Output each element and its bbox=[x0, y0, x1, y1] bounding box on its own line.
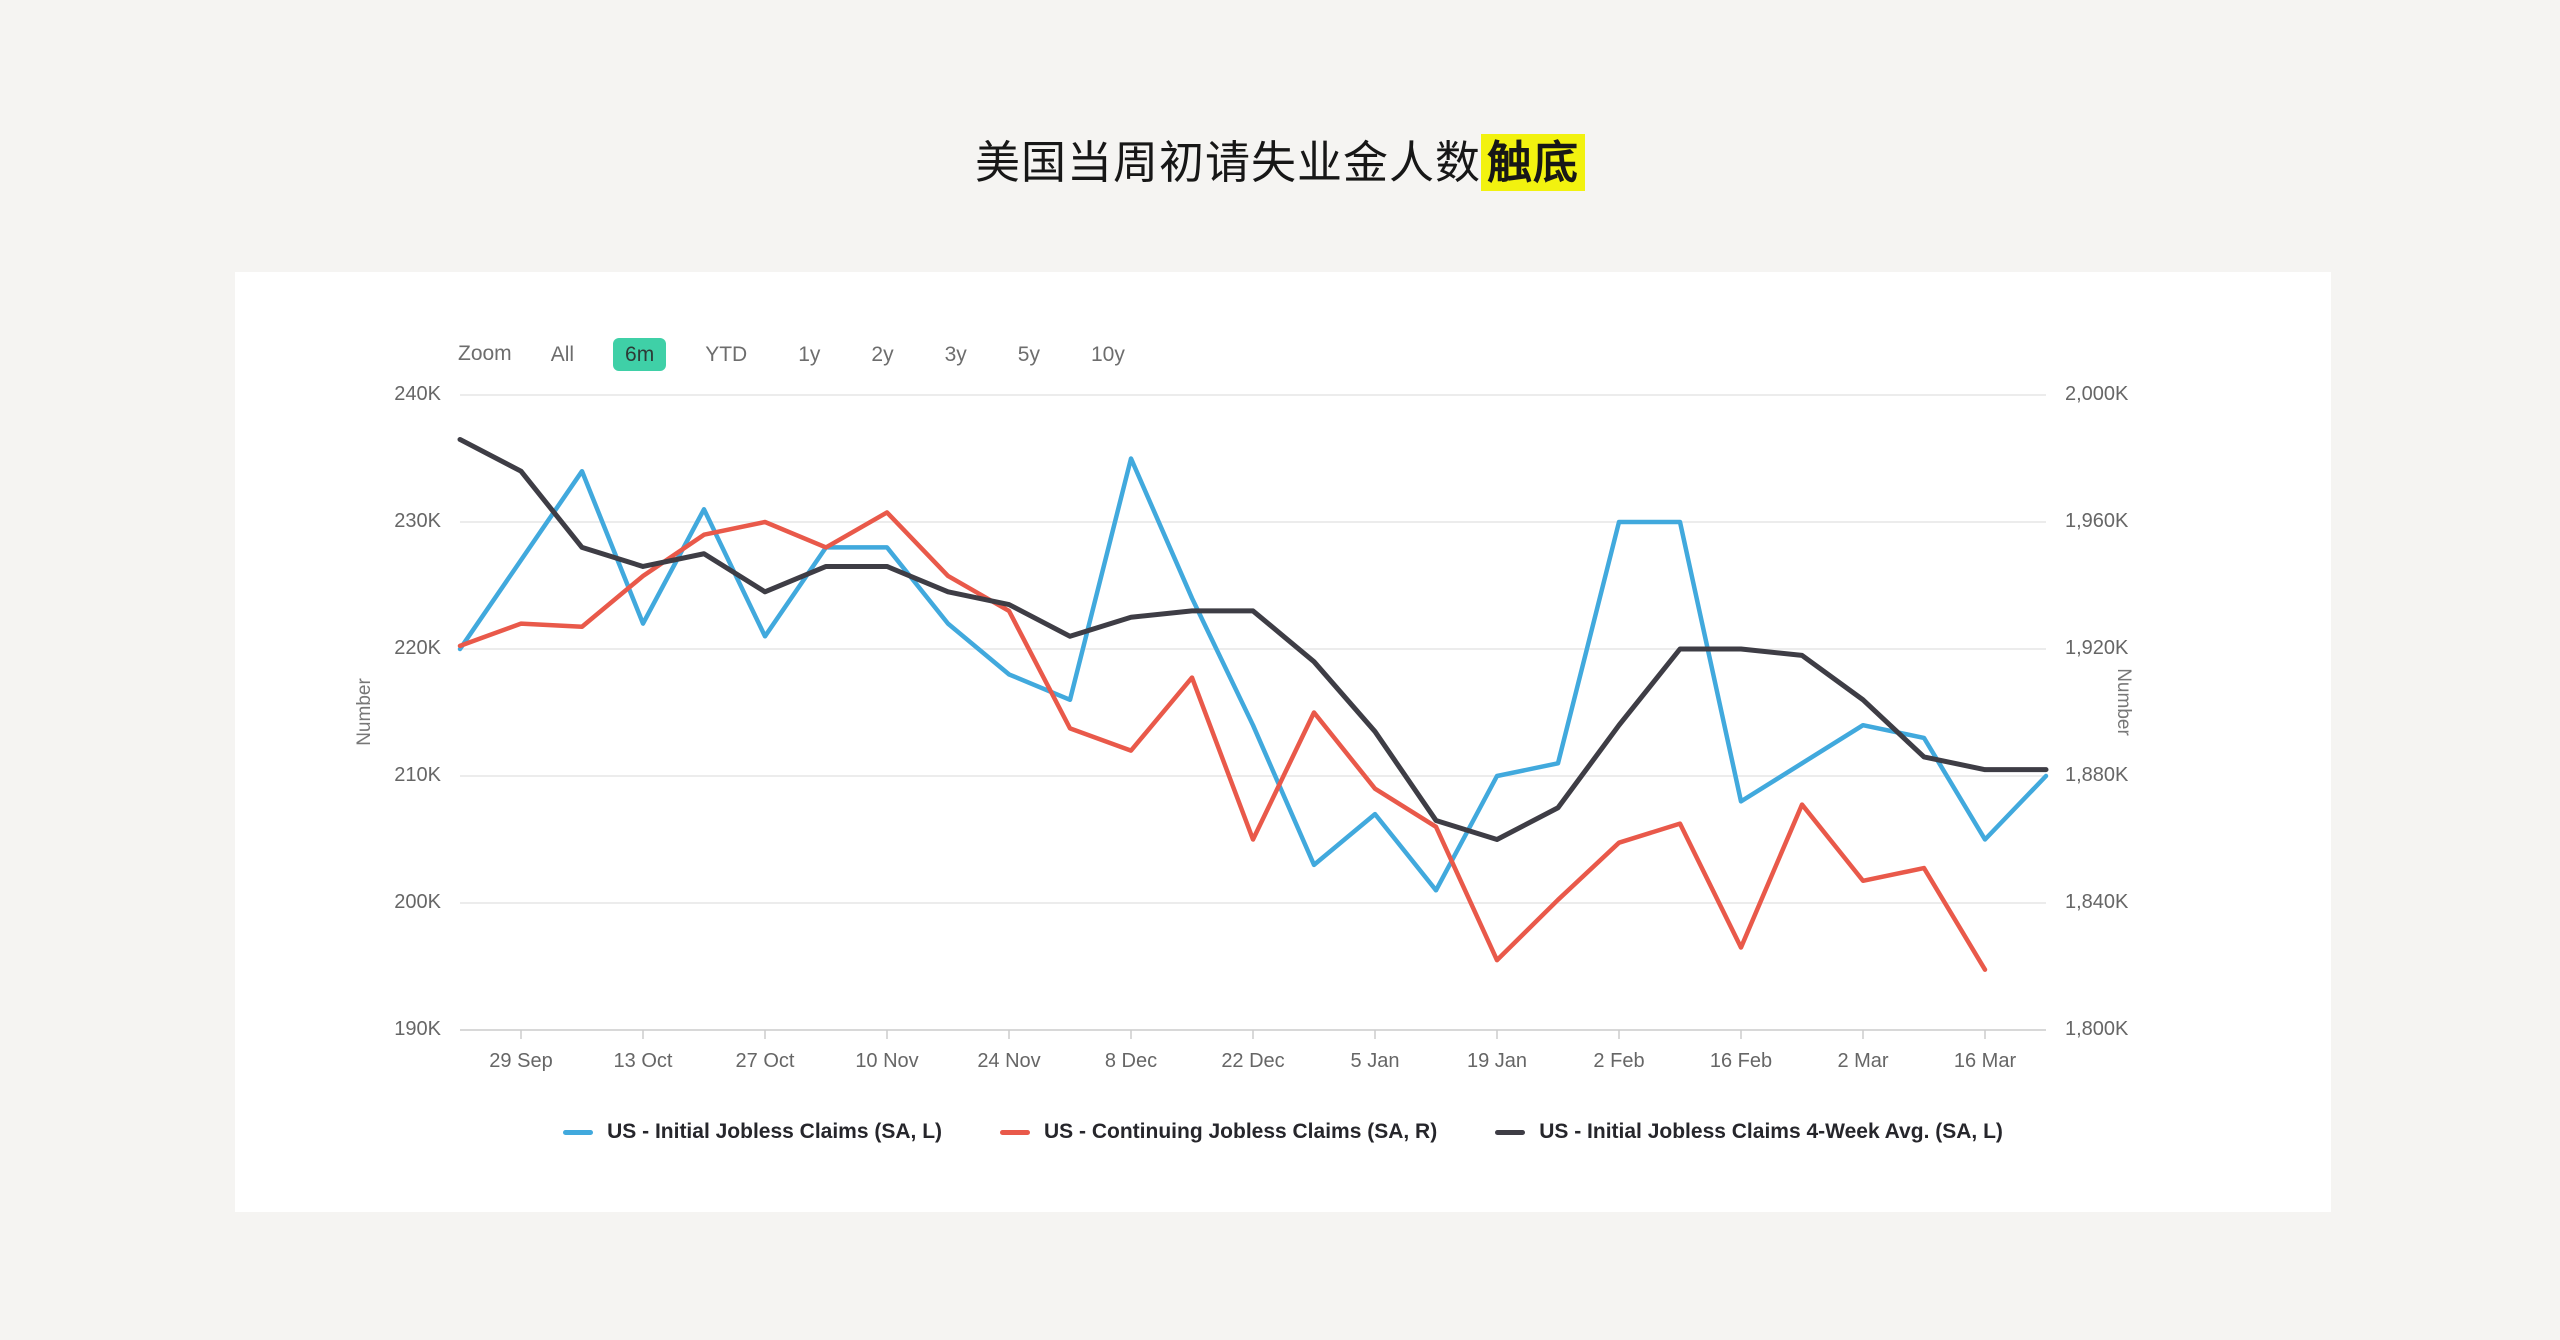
right-axis-tick-label: 1,960K bbox=[2065, 510, 2129, 533]
x-axis-tick-label: 16 Feb bbox=[1709, 1050, 1773, 1072]
legend-item-1[interactable]: US - Continuing Jobless Claims (SA, R) bbox=[1000, 1120, 1437, 1144]
chart-card: Zoom All 6m YTD 1y 2y 3y 5y 10y Number Number U… bbox=[235, 272, 2331, 1212]
right-axis-tick-label: 1,840K bbox=[2065, 891, 2129, 914]
chart-plot[interactable] bbox=[235, 272, 2331, 1212]
right-axis-tick-label: 1,800K bbox=[2065, 1018, 2129, 1041]
left-axis-tick-label: 220K bbox=[394, 637, 441, 660]
legend-marker-icon bbox=[563, 1129, 594, 1135]
legend-marker-icon bbox=[1000, 1129, 1031, 1135]
x-axis-tick-label: 19 Jan bbox=[1466, 1050, 1528, 1072]
range-button-all[interactable]: All bbox=[539, 338, 586, 371]
x-axis-tick-label: 22 Dec bbox=[1221, 1050, 1285, 1072]
left-axis-tick-label: 190K bbox=[394, 1018, 441, 1041]
left-axis-tick-label: 210K bbox=[394, 764, 441, 787]
x-axis-tick-label: 29 Sep bbox=[489, 1050, 553, 1072]
range-button-6m[interactable]: 6m bbox=[613, 337, 667, 371]
right-axis-tick-label: 2,000K bbox=[2065, 383, 2129, 406]
legend-marker-icon bbox=[1495, 1129, 1526, 1135]
left-axis-tick-label: 230K bbox=[394, 510, 441, 533]
range-selector-toolbar: Zoom All 6m YTD 1y 2y 3y 5y 10y bbox=[458, 334, 1137, 374]
page-title-highlight: 触底 bbox=[1481, 134, 1586, 191]
series-line-2 bbox=[457, 436, 2049, 842]
left-axis-tick-label: 240K bbox=[394, 383, 441, 406]
x-axis-tick-label: 27 Oct bbox=[735, 1050, 795, 1072]
x-axis-tick-label: 5 Jan bbox=[1350, 1050, 1400, 1072]
page-title-text: 美国当周初请失业金人数 bbox=[974, 137, 1481, 188]
x-axis-tick-label: 8 Dec bbox=[1104, 1050, 1158, 1072]
series-line-1 bbox=[457, 510, 1988, 972]
legend-label: US - Initial Jobless Claims (SA, L) bbox=[607, 1120, 943, 1143]
range-button-1y[interactable]: 1y bbox=[786, 338, 832, 371]
zoom-label: Zoom bbox=[458, 342, 512, 365]
right-axis-tick-label: 1,880K bbox=[2065, 764, 2129, 787]
series-line-0 bbox=[457, 456, 2049, 893]
range-button-5y[interactable]: 5y bbox=[1006, 338, 1052, 371]
legend-label: US - Continuing Jobless Claims (SA, R) bbox=[1044, 1120, 1438, 1143]
x-axis-tick-label: 2 Feb bbox=[1593, 1050, 1645, 1072]
legend-item-0[interactable]: US - Initial Jobless Claims (SA, L) bbox=[563, 1120, 942, 1144]
range-button-10y[interactable]: 10y bbox=[1079, 338, 1137, 371]
x-axis-tick-label: 13 Oct bbox=[613, 1050, 673, 1072]
chart-legend: US - Initial Jobless Claims (SA, L) US - … bbox=[235, 1120, 2331, 1144]
x-axis-tick-label: 16 Mar bbox=[1953, 1050, 2017, 1072]
range-button-2y[interactable]: 2y bbox=[859, 338, 905, 371]
legend-label: US - Initial Jobless Claims 4-Week Avg. … bbox=[1539, 1120, 2003, 1143]
range-button-3y[interactable]: 3y bbox=[933, 338, 979, 371]
right-axis-tick-label: 1,920K bbox=[2065, 637, 2129, 660]
x-axis-tick-label: 2 Mar bbox=[1837, 1050, 1889, 1072]
x-axis-tick-label: 24 Nov bbox=[977, 1050, 1041, 1072]
left-axis-title: Number bbox=[354, 678, 375, 746]
legend-item-2[interactable]: US - Initial Jobless Claims 4-Week Avg. … bbox=[1495, 1120, 2003, 1144]
range-button-ytd[interactable]: YTD bbox=[693, 338, 759, 371]
x-axis-tick-label: 10 Nov bbox=[855, 1050, 919, 1072]
page-title: 美国当周初请失业金人数 触底 bbox=[0, 126, 2560, 191]
left-axis-tick-label: 200K bbox=[394, 891, 441, 914]
right-axis-title: Number bbox=[2113, 668, 2134, 736]
